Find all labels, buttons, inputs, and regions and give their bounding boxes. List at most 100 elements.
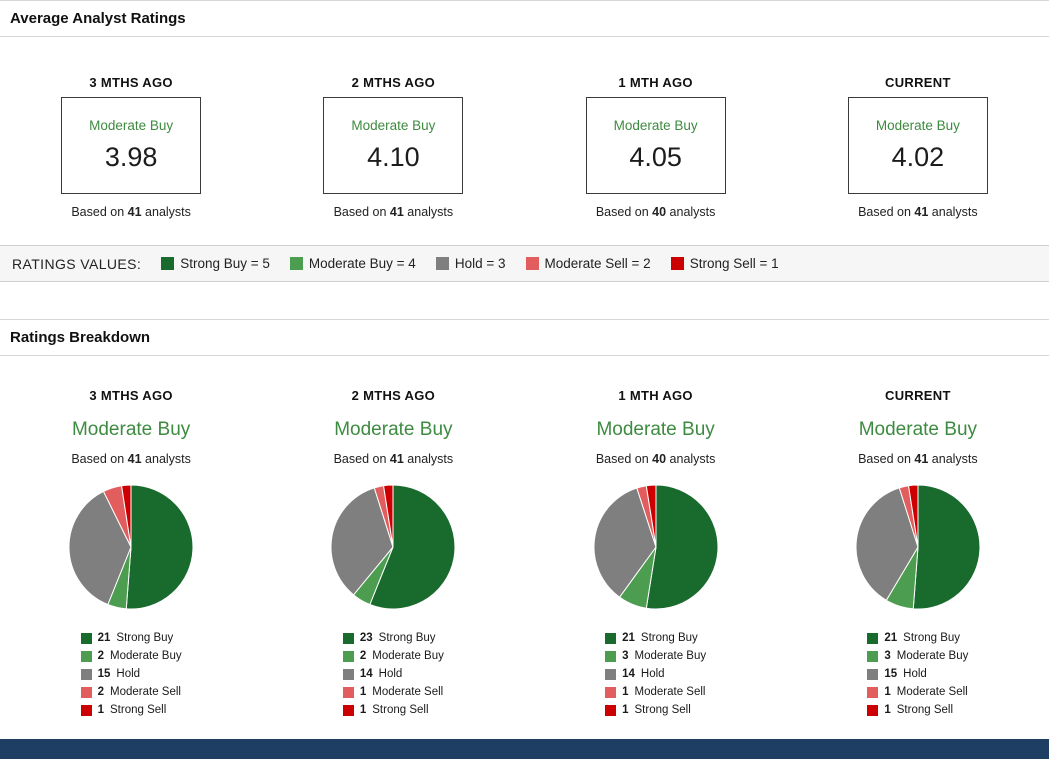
analyst-count: 41 — [914, 452, 929, 466]
pie-chart — [855, 484, 981, 610]
legend-label: Hold — [640, 668, 665, 680]
pie-legend-item: 2 Moderate Buy — [342, 647, 444, 665]
legend-label: Moderate Buy — [372, 650, 444, 662]
analyst-count: 40 — [652, 205, 667, 219]
pie-chart — [68, 484, 194, 610]
ratings-scale-item: Strong Buy = 5 — [161, 256, 270, 271]
legend-swatch — [342, 704, 354, 716]
period-label: 1 MTH AGO — [618, 75, 693, 90]
legend-count: 14 — [622, 668, 635, 680]
based-on-analysts: Based on 41 analysts — [262, 205, 524, 219]
legend-swatch — [435, 257, 449, 270]
period-label: 3 MTHS AGO — [89, 388, 173, 403]
analysts-text: analysts — [407, 205, 454, 219]
period-label: 1 MTH AGO — [618, 388, 693, 403]
legend-label: Hold — [116, 668, 141, 680]
based-on-analysts: Based on 41 analysts — [0, 205, 262, 219]
legend-swatch — [605, 686, 617, 698]
ratings-scale-label: Strong Sell = 1 — [689, 256, 779, 271]
legend-label: Hold — [903, 668, 927, 680]
legend-swatch — [525, 257, 539, 270]
ratings-scale-item: Hold = 3 — [435, 256, 506, 271]
legend-swatch — [867, 686, 879, 698]
period-label: CURRENT — [885, 75, 951, 90]
legend-swatch — [161, 257, 175, 270]
pie-legend-item: 14 Hold — [605, 665, 706, 683]
pie-legend-item: 14 Hold — [342, 665, 444, 683]
legend-label: Moderate Buy — [896, 650, 969, 662]
pie-legend-item: 1 Strong Sell — [80, 701, 182, 719]
pie-legend-item: 3 Moderate Buy — [867, 647, 968, 665]
legend-label: Strong Sell — [896, 704, 954, 716]
ratings-values-label: RATINGS VALUES: — [12, 255, 142, 272]
legend-count: 1 — [359, 686, 367, 698]
rating-score: 4.10 — [367, 142, 420, 172]
legend-count: 2 — [97, 686, 105, 698]
legend-count: 1 — [622, 686, 629, 698]
pie-legend-item: 23 Strong Buy — [342, 629, 444, 647]
period-label: CURRENT — [885, 388, 951, 403]
legend-swatch — [80, 632, 92, 644]
analysts-text: analysts — [931, 205, 978, 219]
legend-swatch — [605, 668, 617, 680]
breakdown-columns: 3 MTHS AGO Moderate Buy Based on 41 anal… — [0, 388, 1049, 719]
pie-legend-item: 21 Strong Buy — [80, 629, 182, 647]
legend-swatch — [342, 650, 354, 662]
legend-swatch — [342, 668, 354, 680]
section-title-average-analyst-ratings: Average Analyst Ratings — [0, 1, 1049, 37]
ratings-breakdown-section: Ratings Breakdown 3 MTHS AGO Moderate Bu… — [0, 319, 1049, 719]
legend-label: Moderate Sell — [372, 686, 444, 698]
based-on-text: Based on — [333, 452, 387, 466]
analyst-count: 41 — [914, 205, 929, 219]
legend-swatch — [80, 650, 92, 662]
legend-swatch — [670, 257, 684, 270]
period-label: 2 MTHS AGO — [351, 388, 436, 403]
legend-swatch — [867, 668, 879, 680]
legend-swatch — [867, 650, 879, 662]
legend-count: 21 — [97, 632, 111, 644]
summary-column: 1 MTH AGO Moderate Buy 4.05 Based on 40 … — [525, 75, 787, 219]
ratings-scale-item: Moderate Sell = 2 — [525, 256, 651, 271]
legend-swatch — [289, 257, 303, 270]
legend-label: Moderate Buy — [634, 650, 707, 662]
legend-count: 15 — [97, 668, 111, 680]
pie-legend-item: 21 Strong Buy — [605, 629, 706, 647]
legend-label: Moderate Sell — [110, 686, 181, 698]
legend-swatch — [342, 686, 354, 698]
rating-label: Moderate Buy — [351, 118, 436, 133]
pie-legend-item: 3 Moderate Buy — [605, 647, 706, 665]
legend-label: Strong Buy — [640, 632, 698, 644]
breakdown-column: CURRENT Moderate Buy Based on 41 analyst… — [787, 388, 1049, 719]
average-analyst-ratings-section: Average Analyst Ratings 3 MTHS AGO Moder… — [0, 0, 1049, 282]
legend-swatch — [605, 704, 617, 716]
period-label: 2 MTHS AGO — [351, 75, 436, 90]
ratings-scale-label: Moderate Sell = 2 — [544, 256, 651, 271]
consensus-rating: Moderate Buy — [596, 419, 715, 440]
analysts-text: analysts — [145, 205, 191, 219]
rating-box: Moderate Buy 4.05 — [585, 97, 726, 194]
rating-label: Moderate Buy — [613, 118, 698, 133]
based-on-analysts: Based on 41 analysts — [787, 205, 1049, 219]
breakdown-column: 2 MTHS AGO Moderate Buy Based on 41 anal… — [262, 388, 524, 719]
pie-legend-item: 1 Strong Sell — [867, 701, 968, 719]
pie-legend-item: 15 Hold — [867, 665, 968, 683]
summary-columns: 3 MTHS AGO Moderate Buy 3.98 Based on 41… — [0, 75, 1049, 219]
pie-chart — [593, 484, 719, 610]
legend-label: Moderate Sell — [634, 686, 706, 698]
footer-bar — [0, 739, 1049, 759]
analysts-text: analysts — [669, 452, 716, 466]
legend-count: 2 — [97, 650, 105, 662]
ratings-scale-label: Moderate Buy = 4 — [308, 256, 416, 271]
based-on-analysts: Based on 41 analysts — [262, 452, 524, 466]
legend-count: 1 — [884, 686, 891, 698]
legend-count: 21 — [622, 632, 635, 644]
pie-legend: 23 Strong Buy 2 Moderate Buy 14 Hold 1 M… — [342, 629, 444, 719]
ratings-scale-item: Moderate Buy = 4 — [289, 256, 416, 271]
pie-legend: 21 Strong Buy 2 Moderate Buy 15 Hold 2 M… — [80, 629, 182, 719]
legend-count: 1 — [97, 704, 105, 716]
pie-legend-item: 21 Strong Buy — [867, 629, 968, 647]
analyst-count: 41 — [127, 452, 142, 466]
rating-label: Moderate Buy — [875, 118, 960, 133]
based-on-text: Based on — [333, 205, 387, 219]
pie-legend-item: 1 Moderate Sell — [342, 683, 444, 701]
